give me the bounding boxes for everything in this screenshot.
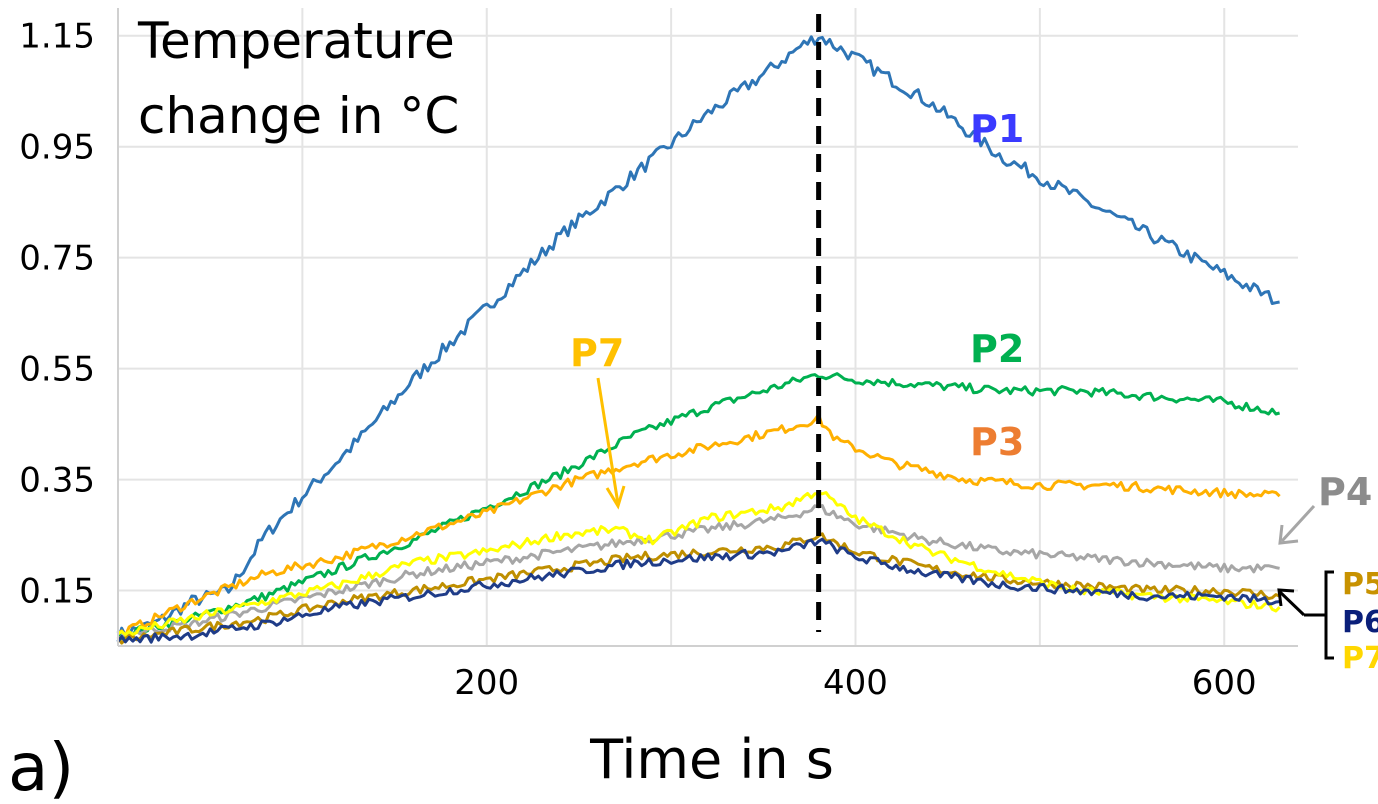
series-line-p5 (116, 532, 1281, 645)
x-tick-label: 400 (823, 663, 888, 703)
series-line-p4 (117, 504, 1280, 641)
y-tick-label: 0.55 (19, 350, 95, 390)
series-label-p6: P6 (1342, 605, 1378, 640)
series-label-p2: P2 (970, 327, 1024, 371)
y-tick-label: 0.75 (19, 239, 95, 279)
chart-title-line-2: change in °C (138, 87, 459, 145)
y-tick-label: 1.15 (19, 17, 95, 57)
series-lines (116, 14, 1281, 645)
series-label-p7-callout: P7 (570, 331, 624, 375)
series-label-p4: P4 (1318, 470, 1372, 514)
x-axis-label: Time in s (589, 728, 834, 791)
series-label-p7-bracket: P7 (1342, 641, 1378, 676)
series-line-p2 (116, 372, 1280, 640)
y-tick-label: 0.15 (19, 572, 95, 612)
series-line-p6 (116, 537, 1280, 644)
p4-arrow (1278, 504, 1316, 545)
series-line-p3 (117, 412, 1281, 638)
y-tick-label: 0.95 (19, 128, 95, 168)
series-label-p5: P5 (1342, 567, 1378, 602)
x-tick-label: 600 (1192, 663, 1257, 703)
p7-arrow (596, 377, 626, 510)
grid (118, 8, 1298, 646)
series-label-p3: P3 (970, 420, 1024, 464)
chart-title-line-1: Temperature (137, 12, 455, 70)
axes: 0.15 0.35 0.55 0.75 0.95 1.15 200 400 600 (19, 8, 1298, 703)
x-tick-label: 200 (454, 663, 519, 703)
panel-label: a) (8, 729, 74, 804)
p5-p7-bracket (1277, 570, 1334, 660)
series-line-p1 (116, 35, 1280, 642)
y-tick-label: 0.35 (19, 461, 95, 501)
series-label-p1: P1 (970, 107, 1024, 151)
